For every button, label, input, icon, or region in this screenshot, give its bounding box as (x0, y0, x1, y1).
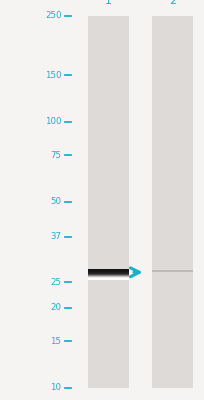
Bar (88, 16, 129, 388)
Text: 2: 2 (168, 0, 175, 6)
Text: 75: 75 (50, 151, 61, 160)
Text: 50: 50 (50, 198, 61, 206)
Bar (151, 16, 192, 388)
Text: 37: 37 (50, 232, 61, 241)
Text: 1: 1 (105, 0, 112, 6)
Text: 100: 100 (45, 117, 61, 126)
Text: 25: 25 (50, 278, 61, 287)
Text: 15: 15 (50, 337, 61, 346)
Text: 250: 250 (45, 12, 61, 20)
Text: 150: 150 (45, 70, 61, 80)
Text: 10: 10 (50, 384, 61, 392)
Text: 20: 20 (50, 303, 61, 312)
Bar (151, 270, 192, 272)
